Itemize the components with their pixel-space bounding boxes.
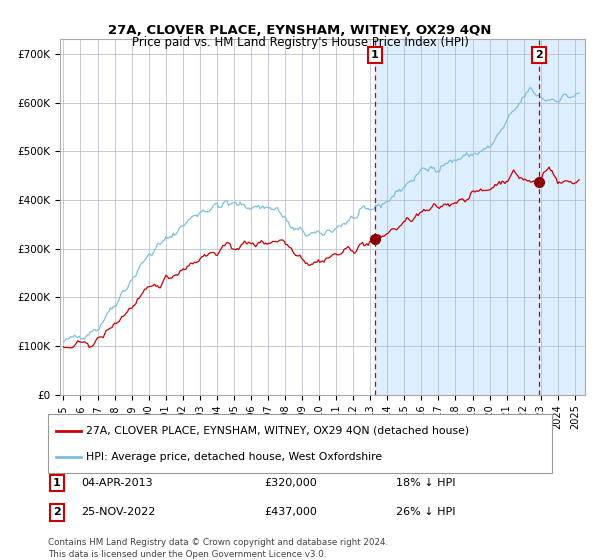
- Text: £437,000: £437,000: [264, 507, 317, 517]
- Text: Price paid vs. HM Land Registry's House Price Index (HPI): Price paid vs. HM Land Registry's House …: [131, 36, 469, 49]
- Text: This data is licensed under the Open Government Licence v3.0.: This data is licensed under the Open Gov…: [48, 550, 326, 559]
- Text: Contains HM Land Registry data © Crown copyright and database right 2024.: Contains HM Land Registry data © Crown c…: [48, 538, 388, 547]
- Text: 2: 2: [535, 50, 543, 60]
- Text: 25-NOV-2022: 25-NOV-2022: [81, 507, 155, 517]
- Text: 04-APR-2013: 04-APR-2013: [81, 478, 152, 488]
- Bar: [375, 39, 600, 395]
- Text: HPI: Average price, detached house, West Oxfordshire: HPI: Average price, detached house, West…: [86, 452, 382, 462]
- Text: 18% ↓ HPI: 18% ↓ HPI: [396, 478, 455, 488]
- Text: 1: 1: [371, 50, 379, 60]
- Text: 26% ↓ HPI: 26% ↓ HPI: [396, 507, 455, 517]
- Text: 1: 1: [53, 478, 61, 488]
- Text: 27A, CLOVER PLACE, EYNSHAM, WITNEY, OX29 4QN: 27A, CLOVER PLACE, EYNSHAM, WITNEY, OX29…: [109, 24, 491, 36]
- Text: £320,000: £320,000: [264, 478, 317, 488]
- Text: 2: 2: [53, 507, 61, 517]
- Text: 27A, CLOVER PLACE, EYNSHAM, WITNEY, OX29 4QN (detached house): 27A, CLOVER PLACE, EYNSHAM, WITNEY, OX29…: [86, 426, 469, 436]
- FancyBboxPatch shape: [48, 414, 552, 473]
